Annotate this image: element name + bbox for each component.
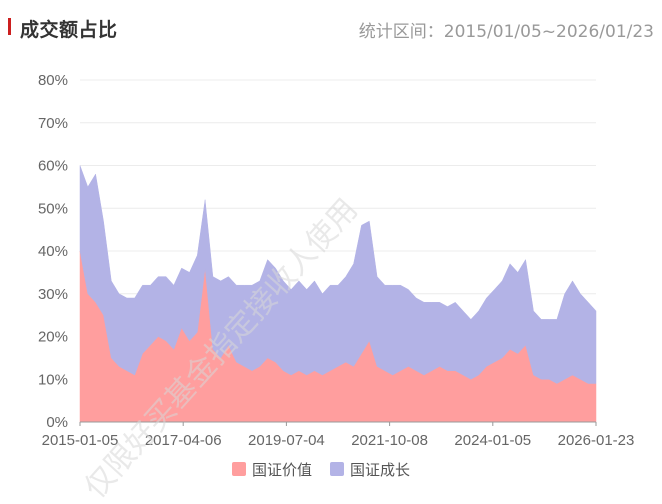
y-tick-label: 80% xyxy=(38,72,68,89)
chart-header: 成交额占比 统计区间：2015/01/05~2026/01/23 xyxy=(8,12,654,42)
x-tick-label: 2026-01-23 xyxy=(558,432,635,449)
chart-legend[interactable]: 国证价值 国证成长 xyxy=(232,461,410,479)
y-tick-label: 50% xyxy=(38,200,68,217)
chart-title: 成交额占比 xyxy=(20,19,118,41)
legend-swatch[interactable] xyxy=(330,462,344,476)
y-tick-label: 70% xyxy=(38,115,68,132)
legend-label[interactable]: 国证价值 xyxy=(252,461,312,479)
x-tick-label: 2015-01-05 xyxy=(42,432,119,449)
y-axis-ticks: 0% 10% 20% 30% 40% 50% 60% 70% 80% xyxy=(38,72,68,431)
date-range-label: 统计区间：2015/01/05~2026/01/23 xyxy=(358,22,654,42)
legend-label[interactable]: 国证成长 xyxy=(350,461,410,479)
y-tick-label: 10% xyxy=(38,371,68,388)
y-tick-label: 20% xyxy=(38,329,68,346)
x-tick-label: 2019-07-04 xyxy=(248,432,325,449)
x-axis-ticks: 2015-01-05 2017-04-06 2019-07-04 2021-10-08… xyxy=(42,422,635,449)
series-area xyxy=(79,165,597,384)
title-marker xyxy=(8,18,11,35)
y-tick-label: 40% xyxy=(38,243,68,260)
x-tick-label: 2021-10-08 xyxy=(351,432,428,449)
y-tick-label: 0% xyxy=(46,414,68,431)
x-tick-label: 2017-04-06 xyxy=(145,432,222,449)
x-tick-label: 2024-01-05 xyxy=(454,432,531,449)
legend-swatch[interactable] xyxy=(232,462,246,476)
y-tick-label: 60% xyxy=(38,158,68,175)
y-tick-label: 30% xyxy=(38,286,68,303)
